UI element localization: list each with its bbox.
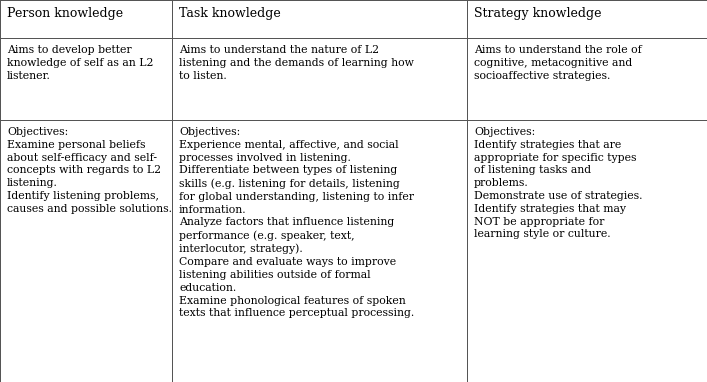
Bar [172, 0, 467, 38]
Text: Task knowledge: Task knowledge [179, 7, 281, 20]
Bar [0, 38, 172, 120]
Text: Aims to understand the role of
cognitive, metacognitive and
socioaffective strat: Aims to understand the role of cognitive… [474, 45, 642, 81]
Bar [172, 120, 467, 382]
Text: Aims to develop better
knowledge of self as an L2
listener.: Aims to develop better knowledge of self… [7, 45, 153, 81]
Bar [0, 0, 172, 38]
Text: Strategy knowledge: Strategy knowledge [474, 7, 602, 20]
Bar [0, 120, 172, 382]
Text: Objectives:
Identify strategies that are
appropriate for specific types
of liste: Objectives: Identify strategies that are… [474, 127, 643, 240]
Text: Aims to understand the nature of L2
listening and the demands of learning how
to: Aims to understand the nature of L2 list… [179, 45, 414, 81]
Bar [467, 0, 707, 38]
Bar [172, 38, 467, 120]
Bar [467, 38, 707, 120]
Text: Objectives:
Examine personal beliefs
about self-efficacy and self-
concepts with: Objectives: Examine personal beliefs abo… [7, 127, 172, 214]
Bar [467, 120, 707, 382]
Text: Person knowledge: Person knowledge [7, 7, 123, 20]
Text: Objectives:
Experience mental, affective, and social
processes involved in liste: Objectives: Experience mental, affective… [179, 127, 414, 319]
